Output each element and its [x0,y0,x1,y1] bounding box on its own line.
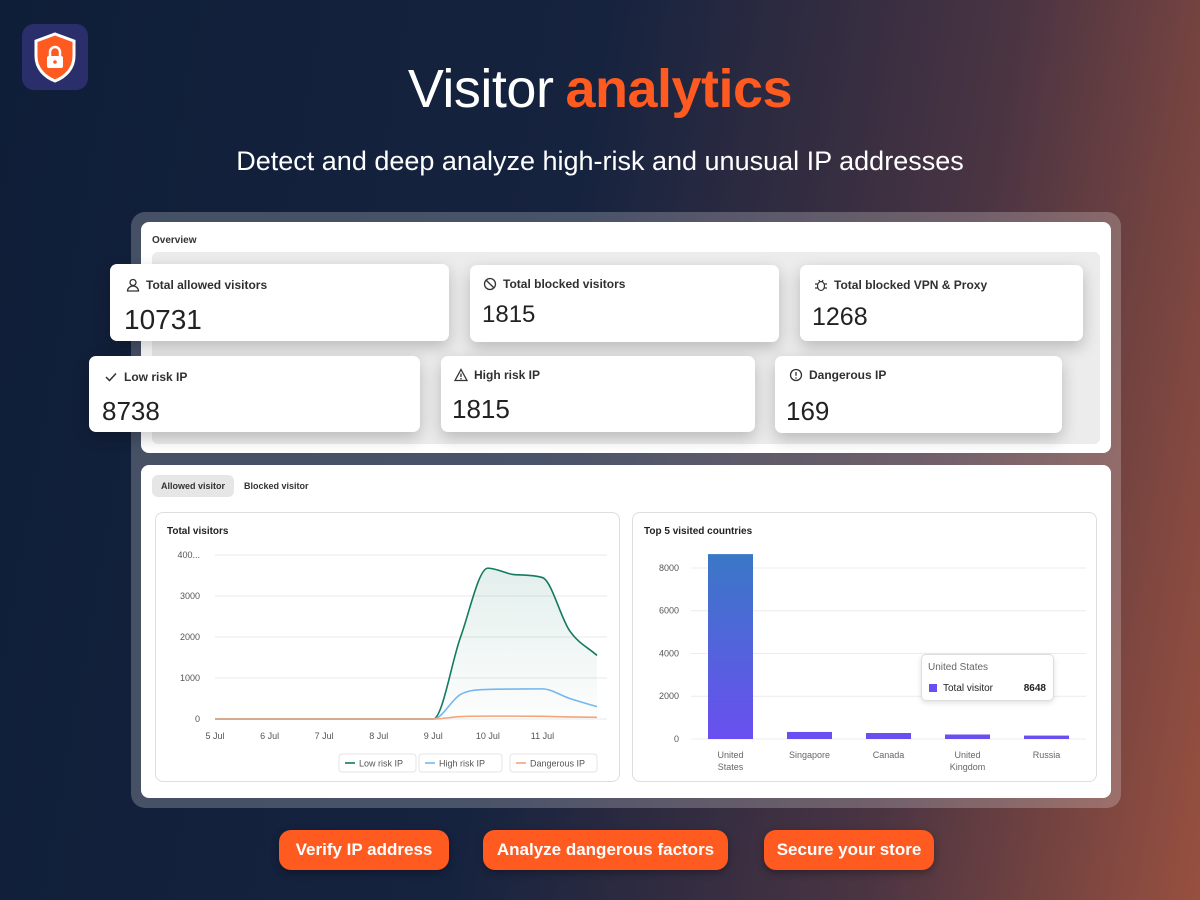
y-tick-label: 8000 [659,563,679,573]
tooltip-series: Total visitor [943,683,994,694]
legend-box [509,753,598,773]
x-tick-label: Singapore [788,750,831,760]
y-tick-label: 4000 [659,648,679,658]
legend-box [338,753,417,773]
bar [787,731,832,739]
y-tick-label: 0 [674,734,679,744]
x-tick-label: 11 Jul [531,731,554,741]
x-tick-label: 8 Jul [369,731,388,741]
overview-title: Overview [152,235,197,246]
stat-icon [789,368,803,382]
x-tick-label: 5 Jul [205,731,224,741]
legend-item[interactable]: Low risk IP [338,753,417,773]
legend-item[interactable]: High risk IP [418,753,503,773]
stat-label: Low risk IP [124,370,188,384]
tooltip-title: United States [928,662,989,673]
y-tick-label: 2000 [180,632,200,642]
stat-card: Total blocked visitors 1815 [470,265,779,342]
legend-label: High risk IP [439,759,485,769]
app-logo [22,24,88,90]
x-tick-label: 6 Jul [260,731,279,741]
chart: 0 1000 2000 3000 400... 5 Jul 6 Jul 7 Jul 8 Jul 9… [177,550,607,773]
bar [708,554,753,739]
feature-button[interactable]: Secure your store [764,830,934,870]
stat-icon [454,368,468,382]
stat-value: 10731 [124,304,202,335]
y-tick-label: 3000 [180,591,200,601]
stat-card: Total allowed visitors 10731 [110,264,449,341]
stat-value: 1268 [812,303,868,331]
stat-icon [105,372,117,382]
feature-button[interactable]: Analyze dangerous factors [483,830,728,870]
stat-label: High risk IP [474,368,541,382]
stat-label-row: High risk IP [454,368,540,382]
stat-card: High risk IP 1815 [441,356,755,432]
x-tick-label: Canada [872,750,905,760]
stat-value: 1815 [482,301,536,328]
stat-value: 169 [786,396,830,426]
stat-label-row: Total allowed visitors [126,278,267,292]
stat-label-row: Total blocked VPN & Proxy [814,278,987,292]
chart-title: Top 5 visited countries [644,526,753,537]
chart-card: Total visitors 0 1000 2000 3000 400... 5 Jul 6 … [155,512,620,782]
x-tick-label: United Kingdom [949,750,986,772]
stat-value: 1815 [452,394,510,424]
stat-card: Total blocked VPN & Proxy 1268 [800,265,1083,341]
y-tick-label: 2000 [659,691,679,701]
bar [866,733,911,739]
legend-item[interactable]: Dangerous IP [509,753,598,773]
stat-icon [483,277,497,291]
stat-label: Total blocked VPN & Proxy [834,278,988,292]
y-tick-label: 1000 [180,673,200,683]
legend-box [418,753,503,773]
title-highlight: analytics [565,59,793,119]
tooltip-swatch [929,684,937,692]
stat-label: Total blocked visitors [503,277,626,291]
stat-card: Low risk IP 8738 [89,356,420,432]
series-area [215,568,597,719]
stat-label-row: Low risk IP [104,370,187,384]
x-tick-label: Russia [1032,750,1061,760]
x-tick-label: 9 Jul [424,731,443,741]
x-tick-label: 10 Jul [476,731,500,741]
stat-value: 8738 [102,396,160,426]
legend-label: Low risk IP [359,759,403,769]
page-title: Visitor analytics [0,58,1200,120]
title-text: Visitor [407,59,554,119]
x-tick-label: United States [717,750,744,772]
stat-label-row: Total blocked visitors [483,277,625,291]
stat-card: Dangerous IP 169 [775,356,1062,433]
tab[interactable]: Allowed visitor [152,475,235,497]
tooltip-value: 8648 [1023,683,1046,694]
subtitle: Detect and deep analyze high-risk and un… [236,146,964,176]
y-tick-label: 0 [195,714,200,724]
stat-label: Dangerous IP [809,368,887,382]
legend-label: Dangerous IP [530,759,585,769]
y-tick-label: 400... [177,550,200,560]
y-tick-label: 6000 [659,606,679,616]
stat-label-row: Dangerous IP [789,368,886,382]
tab[interactable]: Blocked visitor [244,481,309,491]
x-tick-label: 7 Jul [315,731,334,741]
chart-title: Total visitors [167,526,229,537]
tooltip: United States Total visitor 8648 [921,654,1054,701]
feature-button[interactable]: Verify IP address [279,830,449,870]
bar [945,734,990,739]
stat-icon [815,279,827,292]
series-line [215,715,598,720]
chart: 0 2000 4000 6000 8000 [659,554,1086,744]
stat-label: Total allowed visitors [146,278,268,292]
chart-card: Top 5 visited countries 0 2000 4000 6000 8000… [632,512,1097,782]
bar [1024,735,1069,739]
stat-icon [126,278,140,292]
